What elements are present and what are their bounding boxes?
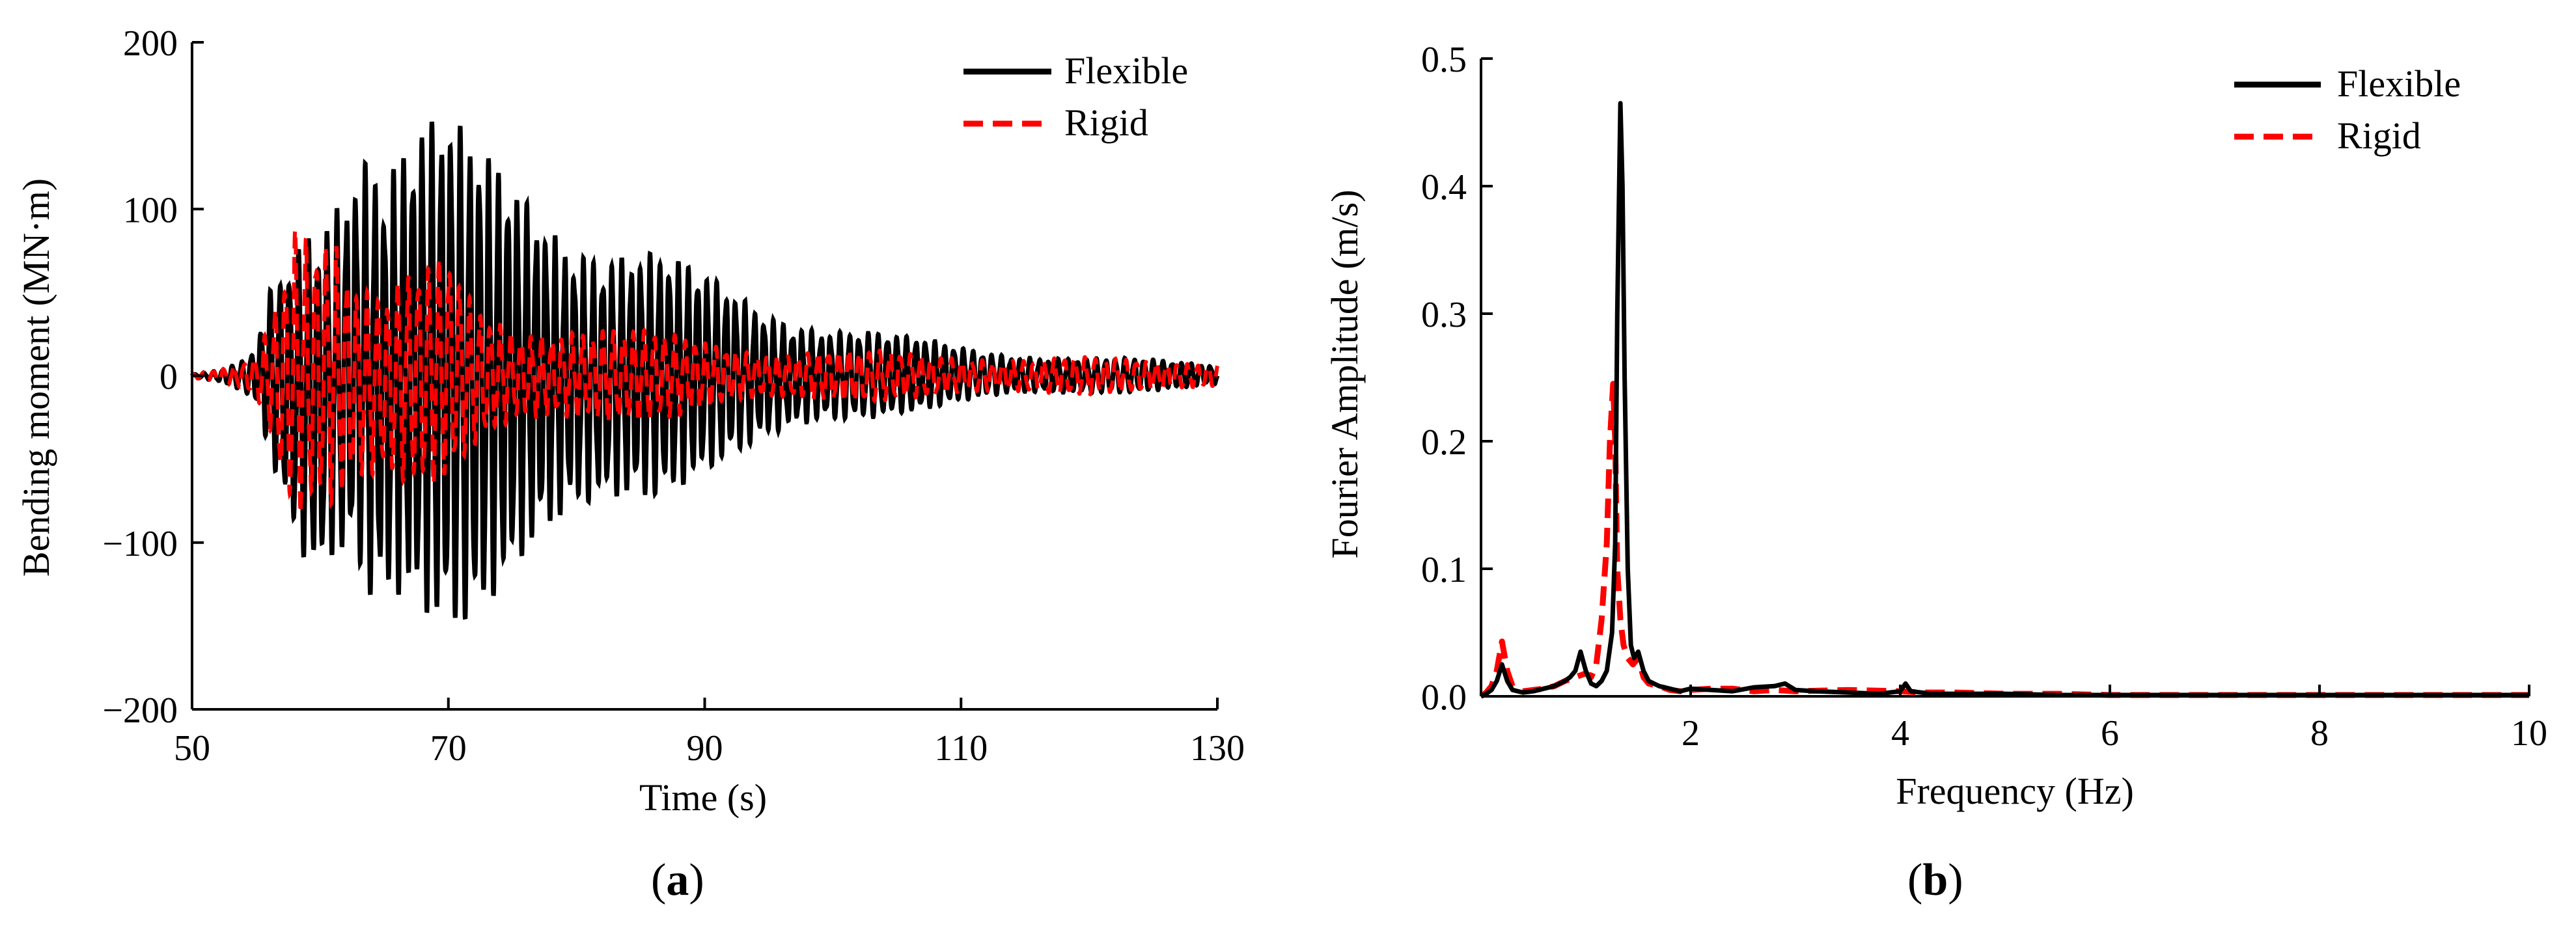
y-tick-label: 0.1 bbox=[1421, 550, 1467, 590]
panel-a-axes: −200 −100 0 100 200 50 70 90 110 130 bbox=[102, 23, 1245, 769]
panel-b-letter: b bbox=[1922, 855, 1948, 905]
panel-b-xlabel: Frequency (Hz) bbox=[1896, 770, 2134, 812]
y-tick-label: 200 bbox=[123, 23, 178, 64]
panel-b-caption: (b) bbox=[1907, 855, 1963, 905]
series-rigid-path bbox=[190, 227, 1219, 513]
panel-a-bending-moment-chart: −200 −100 0 100 200 50 70 90 110 130 Time (s) Ben… bbox=[15, 23, 1245, 905]
legend-label-rigid: Rigid bbox=[1064, 102, 1148, 144]
panel-a-letter: a bbox=[666, 855, 689, 905]
panel-b-fourier-amplitude-chart: 0.00.10.20.30.40.52 4 6 8 10 Frequency (Hz) … bbox=[1323, 40, 2547, 905]
y-tick-label: 0 bbox=[159, 357, 178, 398]
legend-label-flexible: Flexible bbox=[1064, 49, 1188, 92]
x-tick-label: 2 bbox=[1682, 713, 1700, 754]
panel-b-ylabel: Fourier Amplitude (m/s) bbox=[1323, 189, 1366, 558]
y-tick-label: −100 bbox=[102, 524, 178, 564]
y-tick-label: 0.4 bbox=[1421, 167, 1467, 208]
y-tick-label: 0.2 bbox=[1421, 422, 1467, 463]
panel-b-axes: 0.0 0.1 0.2 0.3 0.4 0.5 2 4 6 8 10 bbox=[1421, 40, 2547, 754]
y-tick-label: 0.0 bbox=[1421, 677, 1467, 718]
panel-a-ylabel: Bending moment (MN·m) bbox=[15, 178, 57, 577]
y-tick-label: 0.5 bbox=[1421, 40, 1467, 80]
x-tick-label: 4 bbox=[1891, 713, 1909, 754]
panel-b-legend: Flexible Rigid bbox=[2234, 62, 2461, 157]
x-tick-label: 6 bbox=[2101, 713, 2119, 754]
x-tick-label: 90 bbox=[687, 728, 723, 769]
x-tick-label: 70 bbox=[430, 728, 467, 769]
panel-a-legend: Flexible Rigid bbox=[963, 49, 1188, 144]
x-tick-label: 10 bbox=[2511, 713, 2547, 754]
x-tick-label: 50 bbox=[174, 728, 210, 769]
panel-a-caption: (a) bbox=[651, 855, 704, 905]
x-tick-label: 8 bbox=[2310, 713, 2329, 754]
x-tick-label: 130 bbox=[1190, 728, 1245, 769]
y-tick-label: 100 bbox=[123, 190, 178, 230]
legend-label-flexible: Flexible bbox=[2337, 62, 2461, 105]
series-rigid-line bbox=[190, 227, 1219, 513]
y-tick-label: −200 bbox=[102, 690, 178, 731]
x-tick-label: 110 bbox=[934, 728, 988, 769]
y-tick-label: 0.3 bbox=[1421, 295, 1467, 335]
panel-a-xlabel: Time (s) bbox=[639, 776, 767, 819]
series-flexible-line bbox=[1480, 101, 2529, 699]
legend-label-rigid: Rigid bbox=[2337, 115, 2421, 157]
